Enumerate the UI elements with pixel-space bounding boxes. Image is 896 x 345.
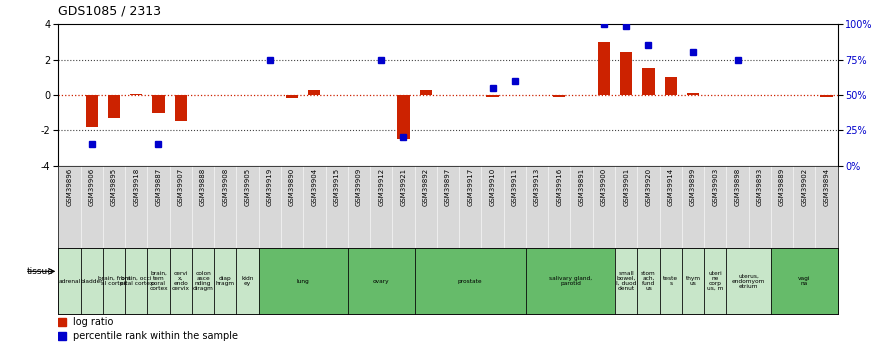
Bar — [237, 248, 259, 314]
Bar — [81, 248, 103, 314]
Text: GSM39892: GSM39892 — [423, 168, 428, 206]
Text: GSM39916: GSM39916 — [556, 168, 563, 206]
Bar — [286, 95, 298, 98]
Bar — [615, 248, 637, 314]
Bar — [85, 95, 98, 127]
Text: ovary: ovary — [373, 279, 390, 284]
Text: bladder: bladder — [81, 279, 103, 284]
Text: GSM39888: GSM39888 — [200, 168, 206, 206]
Text: brain,
tem
poral
cortex: brain, tem poral cortex — [149, 271, 168, 291]
Bar — [58, 248, 81, 314]
Bar — [348, 248, 415, 314]
Text: GSM39919: GSM39919 — [267, 168, 272, 206]
Bar — [397, 95, 409, 139]
Text: GSM39912: GSM39912 — [378, 168, 384, 206]
Text: cervi
x,
endo
cervix: cervi x, endo cervix — [172, 271, 190, 291]
Bar — [308, 90, 321, 95]
Text: diap
hragm: diap hragm — [216, 276, 235, 286]
Bar — [415, 248, 526, 314]
Bar — [192, 248, 214, 314]
Bar — [103, 248, 125, 314]
Text: percentile rank within the sample: percentile rank within the sample — [73, 331, 237, 341]
Text: GSM39905: GSM39905 — [245, 168, 251, 206]
Text: GSM39913: GSM39913 — [534, 168, 540, 206]
Bar — [125, 248, 147, 314]
Bar — [704, 248, 727, 314]
Bar — [108, 95, 120, 118]
Text: GSM39898: GSM39898 — [735, 168, 740, 206]
Bar — [598, 42, 610, 95]
Text: GDS1085 / 2313: GDS1085 / 2313 — [58, 5, 161, 18]
Bar — [687, 93, 699, 95]
Bar — [487, 95, 499, 97]
Text: GSM39909: GSM39909 — [356, 168, 362, 206]
Bar — [620, 52, 633, 95]
Text: GSM39887: GSM39887 — [156, 168, 161, 206]
Bar — [553, 95, 565, 97]
Text: prostate: prostate — [458, 279, 483, 284]
Text: tissue: tissue — [27, 267, 54, 276]
Bar — [175, 95, 187, 121]
Text: GSM39906: GSM39906 — [89, 168, 95, 206]
Bar — [637, 248, 659, 314]
Bar — [821, 95, 832, 97]
Text: GSM39893: GSM39893 — [757, 168, 762, 206]
Text: GSM39896: GSM39896 — [66, 168, 73, 206]
Bar — [147, 248, 169, 314]
Bar — [152, 95, 165, 114]
Text: adrenal: adrenal — [58, 279, 81, 284]
Text: GSM39900: GSM39900 — [601, 168, 607, 206]
Bar — [214, 248, 237, 314]
Text: GSM39891: GSM39891 — [579, 168, 584, 206]
Text: log ratio: log ratio — [73, 317, 113, 327]
Text: GSM39897: GSM39897 — [445, 168, 451, 206]
Bar — [526, 248, 615, 314]
Bar — [665, 77, 676, 95]
Text: GSM39895: GSM39895 — [111, 168, 116, 206]
Text: teste
s: teste s — [663, 276, 678, 286]
Text: GSM39908: GSM39908 — [222, 168, 228, 206]
Text: GSM39902: GSM39902 — [801, 168, 807, 206]
Bar — [169, 248, 192, 314]
Text: stom
ach,
fund
us: stom ach, fund us — [641, 271, 656, 291]
Text: uteri
ne
corp
us, m: uteri ne corp us, m — [707, 271, 723, 291]
Text: GSM39889: GSM39889 — [780, 168, 785, 206]
Text: brain, front
al cortex: brain, front al cortex — [98, 276, 130, 286]
Text: GSM39904: GSM39904 — [312, 168, 317, 206]
Text: GSM39907: GSM39907 — [177, 168, 184, 206]
Bar — [419, 90, 432, 95]
Text: small
bowel,
I, duod
denut: small bowel, I, duod denut — [616, 271, 636, 291]
Bar — [727, 248, 771, 314]
Text: GSM39910: GSM39910 — [489, 168, 495, 206]
Text: uterus,
endomyom
etrium: uterus, endomyom etrium — [732, 274, 765, 289]
Text: brain, occi
pital cortex: brain, occi pital cortex — [119, 276, 153, 286]
Text: GSM39915: GSM39915 — [333, 168, 340, 206]
Text: GSM39903: GSM39903 — [712, 168, 719, 206]
Text: colon
asce
nding
diragm: colon asce nding diragm — [193, 271, 213, 291]
Text: GSM39914: GSM39914 — [668, 168, 674, 206]
Text: GSM39890: GSM39890 — [289, 168, 295, 206]
Text: salivary gland,
parotid: salivary gland, parotid — [549, 276, 592, 286]
Text: GSM39921: GSM39921 — [401, 168, 407, 206]
Text: GSM39899: GSM39899 — [690, 168, 696, 206]
Bar — [130, 94, 142, 95]
Text: GSM39917: GSM39917 — [468, 168, 473, 206]
Text: vagi
na: vagi na — [798, 276, 811, 286]
Text: GSM39901: GSM39901 — [624, 168, 629, 206]
Bar — [642, 68, 655, 95]
Text: thym
us: thym us — [685, 276, 701, 286]
Text: GSM39894: GSM39894 — [823, 168, 830, 206]
Text: GSM39918: GSM39918 — [134, 168, 139, 206]
Text: GSM39920: GSM39920 — [645, 168, 651, 206]
Bar — [682, 248, 704, 314]
Bar — [259, 248, 348, 314]
Bar — [659, 248, 682, 314]
Text: kidn
ey: kidn ey — [241, 276, 254, 286]
Bar — [771, 248, 838, 314]
Text: GSM39911: GSM39911 — [512, 168, 518, 206]
Text: lung: lung — [297, 279, 310, 284]
